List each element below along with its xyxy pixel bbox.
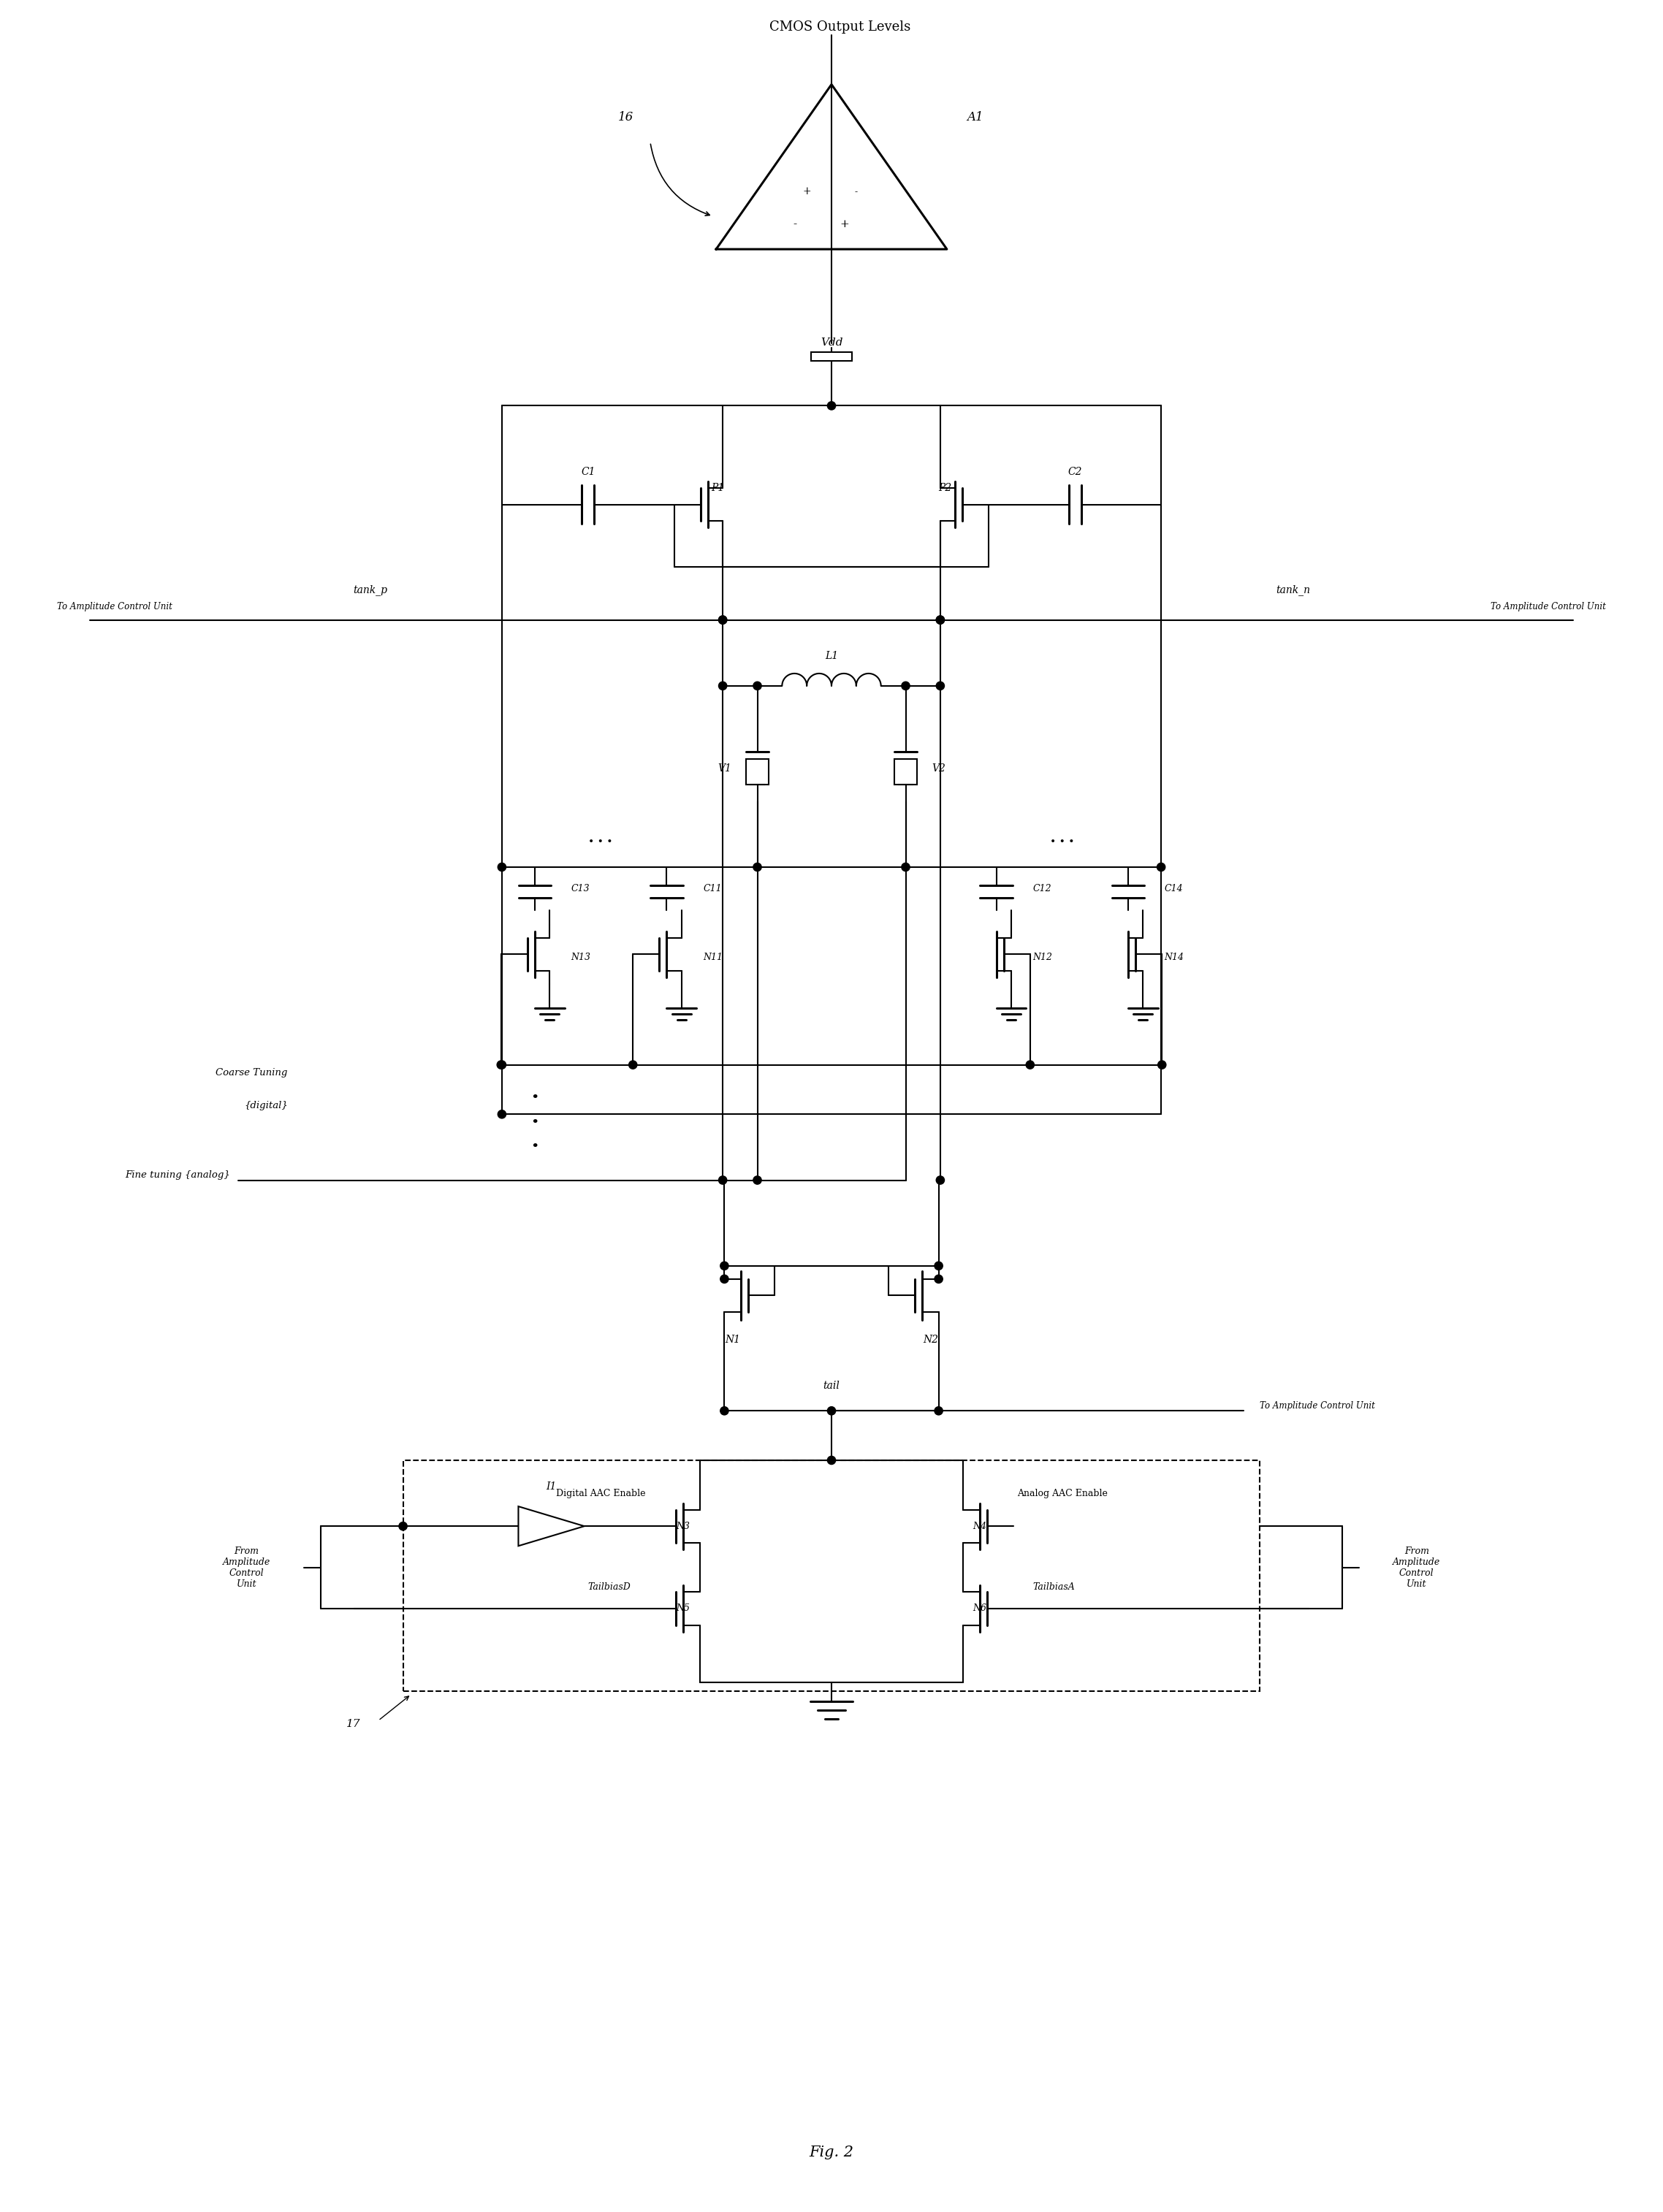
Circle shape (753, 1177, 762, 1183)
Text: tail: tail (823, 1380, 840, 1391)
Text: N13: N13 (570, 953, 590, 962)
Bar (745, 759, 768, 785)
Text: Coarse Tuning: Coarse Tuning (216, 1068, 288, 1077)
Text: tank_p: tank_p (353, 584, 387, 595)
Circle shape (936, 615, 945, 624)
Text: -: - (793, 219, 797, 230)
Circle shape (497, 1062, 506, 1068)
Text: I1: I1 (545, 1482, 557, 1491)
Circle shape (753, 863, 762, 872)
Text: C11: C11 (703, 885, 722, 894)
Circle shape (935, 1261, 943, 1270)
Text: +: + (803, 186, 812, 197)
Text: To Amplitude Control Unit: To Amplitude Control Unit (57, 602, 173, 611)
Text: N4: N4 (973, 1522, 986, 1531)
Text: N11: N11 (703, 953, 723, 962)
Circle shape (718, 681, 727, 690)
Text: •: • (530, 1115, 539, 1128)
Text: C14: C14 (1164, 885, 1182, 894)
Circle shape (718, 615, 727, 624)
Text: tank_n: tank_n (1276, 584, 1310, 595)
Circle shape (718, 615, 727, 624)
Circle shape (497, 863, 506, 872)
Circle shape (720, 1261, 728, 1270)
Text: A1: A1 (966, 111, 983, 124)
Text: P1: P1 (712, 482, 725, 493)
Circle shape (720, 1407, 728, 1416)
Circle shape (720, 1274, 728, 1283)
Text: N12: N12 (1033, 953, 1053, 962)
Text: N6: N6 (973, 1604, 986, 1613)
Text: N1: N1 (725, 1334, 740, 1345)
Circle shape (828, 1455, 835, 1464)
Text: Vdd: Vdd (820, 338, 843, 347)
Text: -: - (855, 186, 858, 197)
Text: •: • (530, 1141, 539, 1155)
Circle shape (901, 681, 910, 690)
Text: 17: 17 (346, 1719, 361, 1730)
Text: To Amplitude Control Unit: To Amplitude Control Unit (1490, 602, 1606, 611)
Circle shape (936, 615, 945, 624)
Text: • • •: • • • (1049, 838, 1074, 847)
Text: 16: 16 (617, 111, 634, 124)
Circle shape (497, 1062, 506, 1068)
Text: Fine tuning {analog}: Fine tuning {analog} (125, 1170, 229, 1179)
Text: N14: N14 (1164, 953, 1184, 962)
Text: P2: P2 (938, 482, 951, 493)
Circle shape (935, 1274, 943, 1283)
Circle shape (629, 1062, 637, 1068)
Text: {digital}: {digital} (244, 1102, 288, 1110)
Text: +: + (840, 219, 850, 230)
Text: V1: V1 (717, 763, 732, 774)
Text: N2: N2 (923, 1334, 938, 1345)
Text: From
Amplitude
Control
Unit: From Amplitude Control Unit (1392, 1546, 1440, 1588)
Text: •: • (530, 1091, 539, 1104)
Circle shape (1157, 1062, 1166, 1068)
Text: • • •: • • • (589, 838, 614, 847)
Text: Digital AAC Enable: Digital AAC Enable (555, 1489, 645, 1498)
Text: To Amplitude Control Unit: To Amplitude Control Unit (1261, 1400, 1375, 1411)
Text: C12: C12 (1033, 885, 1051, 894)
Text: CMOS Output Levels: CMOS Output Levels (770, 20, 910, 33)
Bar (812, 352, 851, 361)
Circle shape (936, 1177, 945, 1183)
Circle shape (901, 863, 910, 872)
Circle shape (1026, 1062, 1034, 1068)
Circle shape (497, 1110, 506, 1119)
Bar (402, 1460, 1261, 1690)
Text: Fig. 2: Fig. 2 (810, 2146, 853, 2159)
Circle shape (828, 1407, 835, 1416)
Text: C13: C13 (570, 885, 590, 894)
Text: TailbiasD: TailbiasD (587, 1582, 630, 1593)
Text: L1: L1 (825, 650, 838, 661)
Circle shape (718, 1177, 727, 1183)
Text: N3: N3 (677, 1522, 690, 1531)
Circle shape (399, 1522, 407, 1531)
Circle shape (936, 681, 945, 690)
Text: C2: C2 (1068, 467, 1083, 478)
Text: Analog AAC Enable: Analog AAC Enable (1018, 1489, 1108, 1498)
Text: N5: N5 (677, 1604, 690, 1613)
Circle shape (753, 681, 762, 690)
Circle shape (935, 1407, 943, 1416)
Text: TailbiasA: TailbiasA (1033, 1582, 1074, 1593)
Text: C1: C1 (580, 467, 595, 478)
Bar (895, 759, 918, 785)
Text: V2: V2 (931, 763, 946, 774)
Circle shape (828, 403, 835, 409)
Text: From
Amplitude
Control
Unit: From Amplitude Control Unit (223, 1546, 271, 1588)
Circle shape (1157, 863, 1166, 872)
